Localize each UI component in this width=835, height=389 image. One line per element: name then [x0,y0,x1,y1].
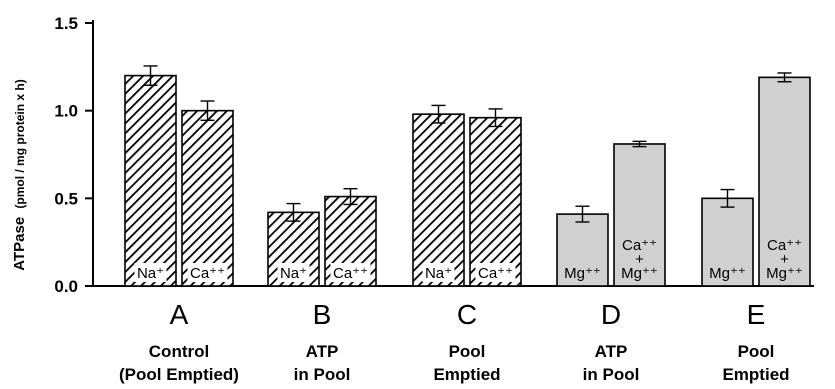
svg-text:ATPase (pmol / mg protei: ATPase (pmol / mg protein x h) [11,79,28,270]
bar-ion-label: Ca⁺⁺ [478,265,513,282]
bar-ion-label: Mg⁺⁺ [564,265,601,282]
bar-ion-label: Mg⁺⁺ [709,265,746,282]
ion-label-backdrop [277,263,310,282]
y-tick-label: 0.0 [54,277,78,296]
error-bar [632,140,647,148]
y-axis-ticks: 0.0 0.5 1.0 1.5 [54,14,93,296]
bar-d-1 [556,213,609,287]
group-letter-b: B [313,299,332,330]
bars: Na⁺ Ca⁺⁺ Na⁺ Ca⁺⁺ Na⁺ Ca⁺⁺ Mg⁺⁺Ca⁺⁺+Mg⁺⁺ Mg⁺⁺Ca… [124,65,811,287]
group-letter-d: D [601,299,621,330]
bar-ion-label: Ca⁺⁺ [333,265,368,282]
y-tick-label: 0.5 [54,189,78,208]
group-label-line1: ATP [306,342,339,361]
bar-ion-label: Mg⁺⁺ [766,265,803,282]
error-bar [431,104,446,124]
group-label-line1: Control [149,342,209,361]
bar-c-1 [412,113,465,287]
bar-ion-label: + [635,251,644,268]
group-label-line1: Pool [449,342,486,361]
group-letter-c: C [457,299,477,330]
ion-label-backdrop [187,263,228,282]
group-label-line2: in Pool [583,365,640,384]
bar-ion-label: Na⁺ [280,265,307,282]
bar-a-2 [181,109,234,287]
ion-label-backdrop [330,263,371,282]
bar-ion-label: Ca⁺⁺ [190,265,225,282]
group-labels: A Control (Pool Emptied) B ATP in Pool C Pool Em… [119,299,790,384]
ion-label-backdrop [422,263,455,282]
group-label-line2: Emptied [433,365,500,384]
group-label-line2: in Pool [294,365,351,384]
bar-ion-label: + [780,251,789,268]
bar-c-2 [469,116,522,287]
error-bar [488,108,503,128]
error-bar [343,187,358,206]
bar-ion-label: Na⁺ [425,265,452,282]
bar-a-1 [124,74,177,287]
group-label-line2: Emptied [722,365,789,384]
error-bar [143,65,158,86]
group-label-line1: ATP [595,342,628,361]
y-axis-title-main: ATPase [11,217,28,271]
bar-d-2 [613,143,666,287]
group-label-line1: Pool [738,342,775,361]
bar-ion-label: Ca⁺⁺ [767,237,802,254]
error-bar [286,202,301,222]
y-tick-label: 1.5 [54,14,78,33]
group-letter-a: A [170,299,189,330]
error-bar [575,205,590,223]
group-label-line2: (Pool Emptied) [119,365,239,384]
ion-label-backdrop [475,263,516,282]
bar-ion-label: Ca⁺⁺ [622,237,657,254]
group-letter-e: E [747,299,766,330]
error-bar [720,188,735,208]
bar-ion-label: Mg⁺⁺ [621,265,658,282]
bar-e-2 [758,76,811,287]
y-axis-title: ATPase (pmol / mg protein x h) [11,79,28,270]
y-axis-title-unit: (pmol / mg protein x h) [13,79,27,208]
bar-ion-label: Na⁺ [137,265,164,282]
error-bar [777,72,792,83]
error-bar [200,100,215,122]
y-tick-label: 1.0 [54,102,78,121]
ion-label-backdrop [134,263,167,282]
